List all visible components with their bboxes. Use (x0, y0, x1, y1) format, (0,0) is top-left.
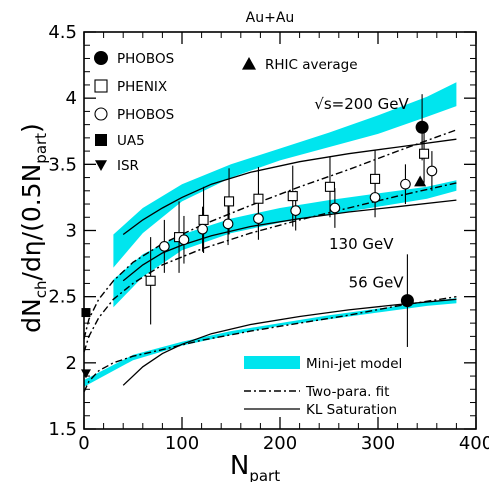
point-phenix-1-6 (324, 181, 336, 192)
y-tick-label: 3.5 (48, 154, 77, 175)
legend-label-phenix-1: PHENIX (117, 79, 167, 95)
legend-label-rhic-average-5: RHIC average (265, 57, 358, 73)
legend-label-phobos-2: PHOBOS (117, 107, 174, 123)
legend-marker-phobos-0 (94, 51, 108, 65)
y-tick-label: 4.5 (48, 22, 77, 43)
point-phenix-1-8 (419, 148, 430, 159)
legend-swatch-mini-jet-model (244, 356, 300, 369)
point-phobos-2-3 (222, 218, 234, 230)
curve-two-para-fit-130-gev (83, 182, 457, 353)
data-points (80, 94, 438, 379)
annotation-56-gev: 56 GeV (349, 273, 405, 291)
point-phenix-1-4 (253, 193, 264, 204)
x-tick-label: 400 (459, 433, 489, 454)
point-phenix-1-2 (198, 214, 209, 225)
legend-label-phobos-0: PHOBOS (117, 51, 174, 67)
y-tick-label: 2.5 (48, 287, 77, 308)
mini-jet-bands (84, 82, 457, 387)
point-phenix-1-7 (370, 173, 381, 184)
band-56-gev (84, 298, 457, 387)
point-phobos-2-1 (178, 234, 190, 246)
curve-kl-saturation-200-gev (122, 138, 457, 236)
legend-marker-isr-4 (95, 160, 107, 171)
point-phobos-0-0 (400, 294, 414, 308)
x-tick-label: 300 (361, 433, 395, 454)
legend: PHOBOS PHENIX PHOBOS UA5 ISR RHIC average Mini… (94, 51, 402, 418)
point-phobos-2-6 (329, 202, 341, 214)
y-tick-label: 3 (66, 221, 77, 242)
band-200-gev (113, 82, 457, 268)
annotation-s-200-gev: √s=200 GeV (314, 95, 409, 113)
model-curves (83, 129, 457, 393)
y-tick-label: 4 (66, 88, 77, 109)
point-ua5-3-0 (81, 308, 91, 318)
annotation-130-gev: 130 GeV (329, 235, 394, 253)
energy-labels: √s=200 GeV 130 GeV 56 GeV (314, 95, 409, 292)
legend-label-ua5-3: UA5 (117, 133, 145, 149)
legend-marker-phenix-1 (94, 79, 108, 93)
point-isr-4-0 (80, 369, 91, 379)
legend-label-two-para-fit: Two-para. fit (305, 384, 389, 400)
x-tick-label: 200 (263, 433, 297, 454)
curve-kl-saturation-130-gev (122, 199, 457, 282)
point-phobos-2-8 (400, 178, 411, 190)
legend-label-isr-4: ISR (117, 158, 139, 174)
point-phobos-2-2 (197, 223, 208, 235)
curve-kl-saturation-56-gev (122, 298, 457, 386)
point-phobos-2-9 (426, 165, 438, 177)
point-phenix-1-0 (145, 275, 156, 286)
x-tick-label: 100 (165, 433, 199, 454)
point-phenix-1-3 (223, 196, 235, 207)
x-tick-label: 0 (78, 433, 89, 454)
legend-marker-ua5-3 (95, 134, 107, 146)
point-phobos-2-5 (290, 205, 302, 216)
y-axis-label: dNch/dη/(0.5Npart) (17, 123, 50, 333)
x-axis-label: Npart (230, 451, 280, 482)
chart-title: Au+Au (246, 10, 295, 26)
curve-two-para-fit-56-gev (83, 296, 457, 393)
point-rhic-average-5-0 (414, 175, 427, 187)
point-phenix-1-5 (287, 191, 298, 202)
legend-marker-phobos-2 (94, 107, 108, 121)
point-phobos-2-4 (253, 213, 264, 224)
y-tick-label: 2 (66, 353, 77, 374)
axis-ticks: 1.5 2 2.5 3 3.5 4 4.5 0 100 200 300 400 (48, 22, 489, 454)
point-phobos-2-0 (159, 241, 170, 252)
legend-label-mini-jet-model: Mini-jet model (306, 356, 402, 372)
y-tick-label: 1.5 (48, 419, 77, 440)
legend-label-kl-saturation: KL Saturation (306, 402, 397, 418)
point-phobos-2-7 (369, 192, 381, 203)
legend-marker-rhic-average-5 (242, 57, 256, 70)
point-phobos-0-1 (415, 120, 429, 134)
